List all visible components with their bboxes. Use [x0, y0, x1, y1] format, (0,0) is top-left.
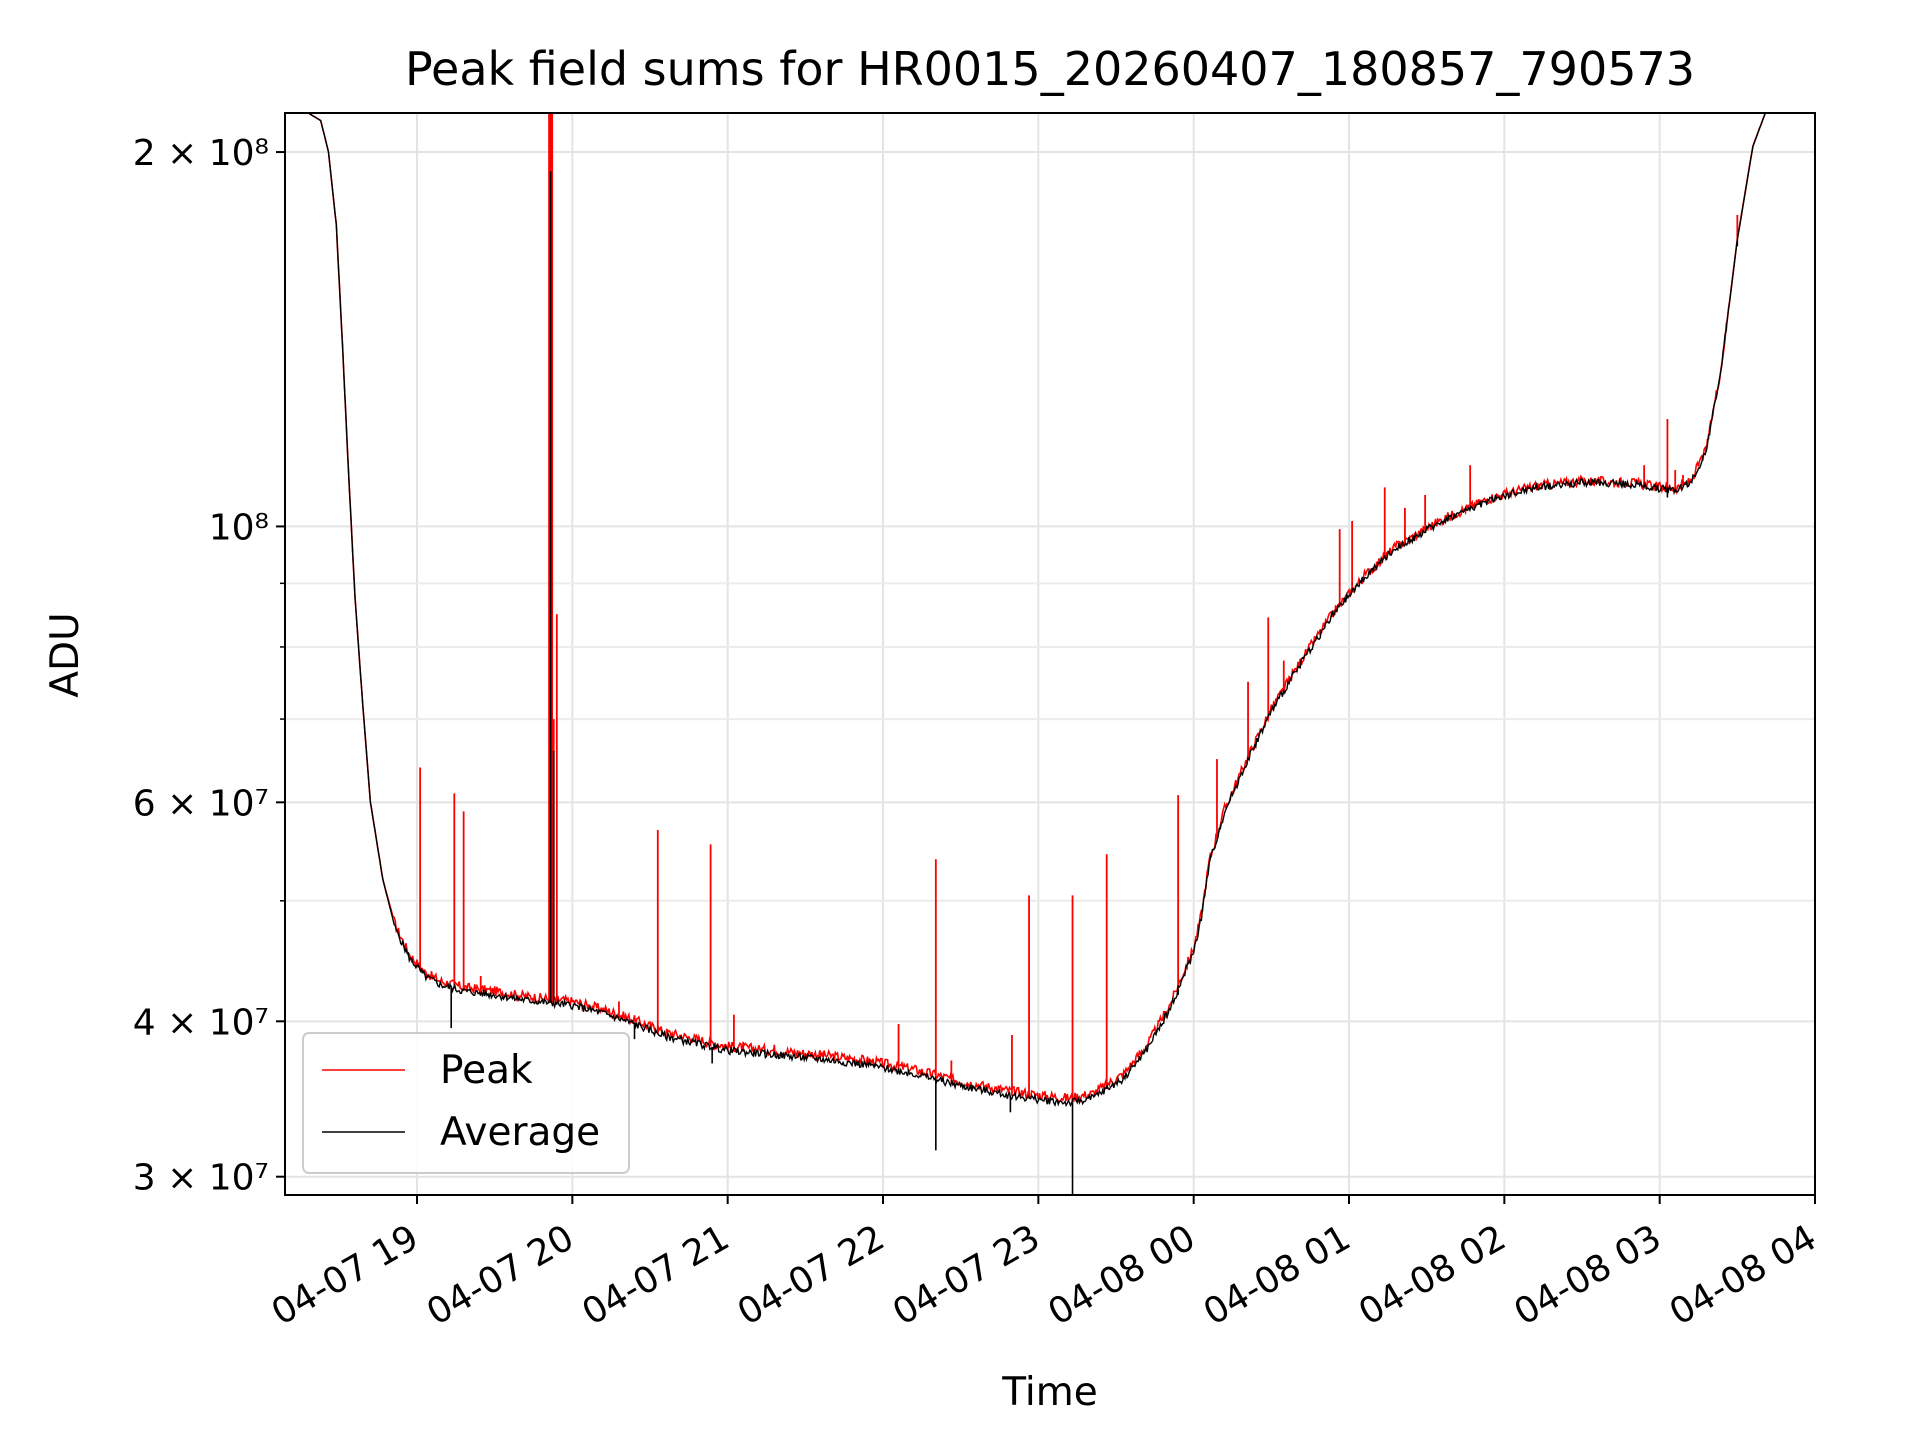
y-tick-label: 10⁸ — [209, 507, 269, 548]
legend-box — [302, 1032, 630, 1174]
chart-title: Peak field sums for HR0015_20260407_1808… — [405, 42, 1695, 96]
legend-average-label: Average — [440, 1110, 600, 1155]
y-tick-label: 3 × 10⁷ — [133, 1158, 269, 1199]
y-tick-label: 6 × 10⁷ — [133, 783, 269, 824]
series-layer — [285, 112, 1815, 1195]
legend: Peak Average — [302, 1032, 630, 1174]
legend-peak-label: Peak — [440, 1048, 533, 1093]
y-tick-label: 4 × 10⁷ — [133, 1002, 269, 1043]
y-axis-label: ADU — [43, 612, 88, 697]
x-axis-label: Time — [1001, 1370, 1097, 1415]
plot-frame — [284, 112, 1816, 1196]
series-line-average — [285, 112, 1815, 1108]
y-tick-label: 2 × 10⁸ — [133, 133, 269, 174]
y-axis: 3 × 10⁷ 4 × 10⁷ 6 × 10⁷ 10⁸ 2 × 10⁸ — [133, 133, 285, 1199]
